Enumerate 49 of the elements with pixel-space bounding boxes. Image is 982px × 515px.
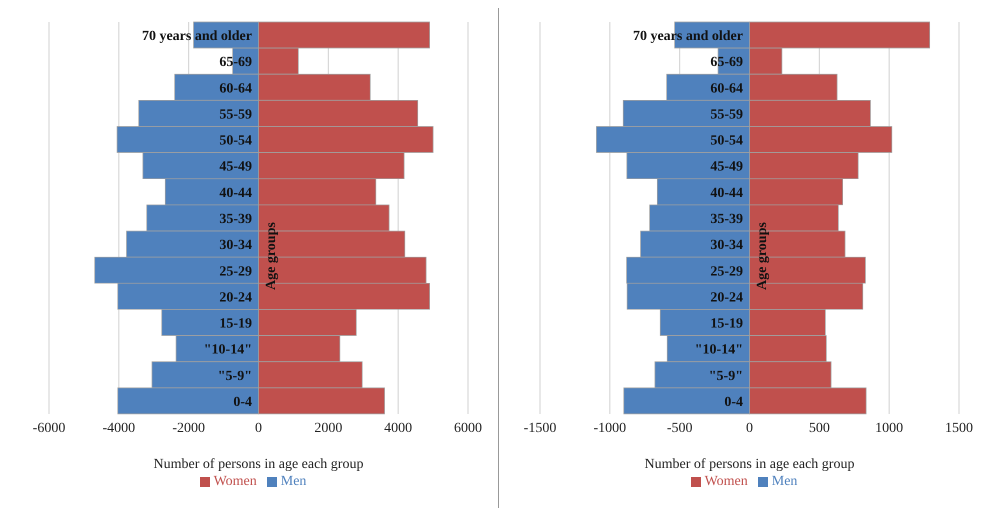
y-axis-title: Age groups	[264, 222, 280, 290]
x-tick-label: 1500	[945, 420, 973, 436]
x-tick-label: -2000	[172, 420, 206, 436]
y-tick-label: 0-4	[724, 394, 743, 410]
legend-label: Women	[214, 474, 257, 489]
y-tick-label: 50-54	[219, 134, 252, 149]
y-tick-label: "5-9"	[708, 368, 743, 384]
x-tick-label: 6000	[454, 420, 482, 436]
y-tick-label: 25-29	[219, 264, 252, 280]
x-tick-label: 0	[255, 420, 262, 436]
legend-label: Men	[280, 474, 306, 489]
y-tick-label: 20-24	[219, 290, 252, 306]
x-axis-title: Number of persons in age each group	[154, 457, 364, 472]
y-tick-label: 30-34	[710, 238, 743, 254]
y-tick-label: 15-19	[710, 316, 743, 332]
y-tick-label: 55-59	[219, 107, 252, 122]
y-tick-label: 55-59	[710, 107, 743, 122]
x-axis-title: Number of persons in age each group	[644, 457, 854, 472]
y-tick-label: "5-9"	[218, 368, 252, 384]
x-tick-label: 1000	[875, 420, 904, 436]
y-tick-label: 60-64	[710, 81, 743, 96]
y-tick-label: 45-49	[710, 160, 743, 175]
x-tick-label: -4000	[102, 420, 136, 436]
y-tick-label: 15-19	[219, 316, 252, 332]
y-tick-label: 35-39	[710, 212, 743, 227]
y-tick-label: 60-64	[219, 81, 252, 96]
x-tick-label: -500	[666, 420, 693, 436]
y-tick-label: 35-39	[219, 212, 252, 227]
x-tick-label: 2000	[314, 420, 342, 436]
x-tick-label: -6000	[32, 420, 66, 436]
y-tick-label: 0-4	[233, 394, 252, 410]
x-tick-label: -1000	[593, 420, 626, 436]
legend-label: Men	[772, 474, 798, 489]
y-tick-label: 30-34	[219, 238, 252, 254]
legend-label: Women	[704, 474, 748, 489]
y-tick-label: 70 years and older	[142, 29, 252, 44]
y-tick-label: 25-29	[710, 264, 743, 280]
y-tick-label: 40-44	[710, 186, 743, 201]
y-tick-label: "10-14"	[694, 342, 743, 358]
y-tick-label: "10-14"	[204, 342, 252, 358]
x-tick-label: 4000	[384, 420, 412, 436]
y-tick-label: 40-44	[219, 186, 252, 201]
y-axis-title: Age groups	[755, 222, 771, 290]
y-tick-label: 45-49	[219, 160, 252, 175]
x-tick-label: 0	[746, 420, 753, 436]
x-tick-label: -1500	[524, 420, 556, 436]
x-tick-label: 500	[808, 420, 830, 436]
y-tick-label: 20-24	[710, 290, 743, 306]
y-tick-label: 50-54	[710, 134, 743, 149]
